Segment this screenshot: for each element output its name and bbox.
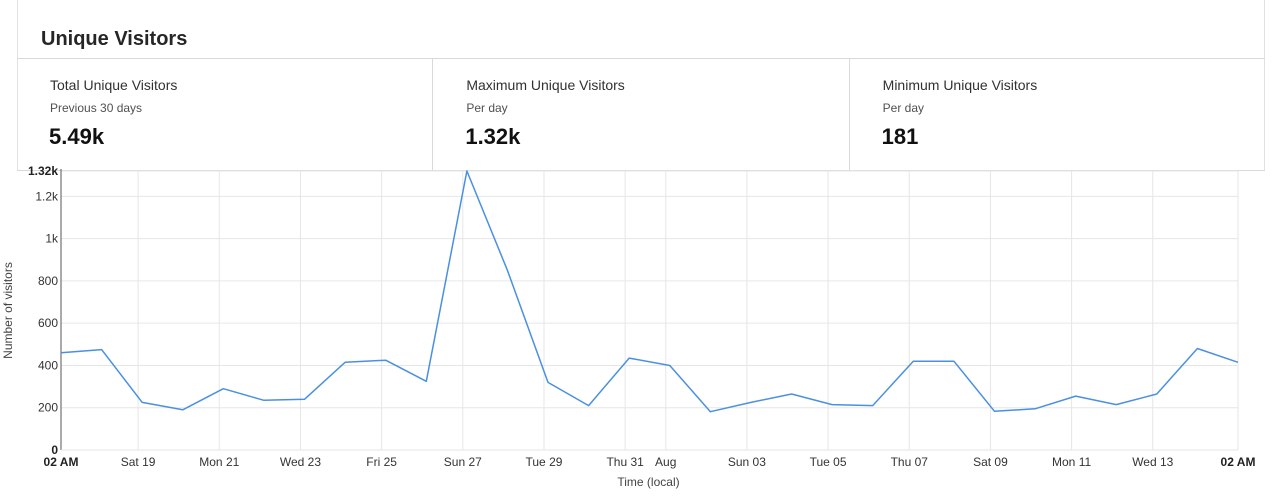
tile-label: Minimum Unique Visitors <box>882 77 1038 93</box>
data-point <box>951 358 957 364</box>
tile-sublabel: Per day <box>882 101 925 115</box>
series-line <box>60 170 1239 413</box>
tile-label: Total Unique Visitors <box>50 77 178 93</box>
x-axis-title: Time (local) <box>617 475 679 489</box>
data-point <box>1235 359 1241 365</box>
data-point <box>383 357 389 363</box>
tile-value: 5.49k <box>49 124 105 149</box>
tile-sublabel: Per day <box>466 101 508 115</box>
tile-min-visitors[interactable]: Minimum Unique Visitors Per day 181 <box>850 59 1265 170</box>
y-tick-label: 600 <box>38 316 58 330</box>
data-point <box>626 355 632 361</box>
tile-label: Maximum Unique Visitors <box>466 77 625 93</box>
data-point <box>342 359 348 365</box>
tile-total-visitors[interactable]: Total Unique Visitors Previous 30 days 5… <box>17 59 434 170</box>
x-tick-label: Sun 03 <box>728 455 766 469</box>
x-tick-label: Wed 13 <box>1132 455 1173 469</box>
data-point <box>220 386 226 392</box>
tile-max-visitors[interactable]: Maximum Unique Visitors Per day 1.32k <box>433 59 850 170</box>
data-point <box>586 403 592 409</box>
data-point <box>1032 406 1038 412</box>
data-point <box>1194 346 1200 352</box>
data-point <box>1154 391 1160 397</box>
y-axis-title: Number of visitors <box>1 262 15 359</box>
data-point <box>870 403 876 409</box>
tile-value: 1.32k <box>465 124 521 149</box>
data-point <box>58 350 64 356</box>
data-point <box>1073 393 1079 399</box>
y-tick-label: 400 <box>38 358 58 372</box>
x-tick-label: 02 AM <box>1221 455 1256 469</box>
page-title: Unique Visitors <box>41 28 188 50</box>
y-tick-label: 0 <box>51 443 58 457</box>
x-tick-label: Sun 27 <box>444 455 482 469</box>
y-tick-label: 200 <box>38 401 58 415</box>
x-tick-label: Mon 21 <box>199 455 239 469</box>
y-tick-label: 1.32k <box>28 164 58 178</box>
data-point <box>302 396 308 402</box>
summary-tiles: Total Unique Visitors Previous 30 days 5… <box>17 58 1265 171</box>
tile-value: 181 <box>881 124 919 149</box>
data-point <box>99 347 105 353</box>
x-tick-label: 02 AM <box>44 455 79 469</box>
data-point <box>261 397 267 403</box>
x-tick-label: Sat 19 <box>121 455 156 469</box>
x-tick-label: Wed 23 <box>280 455 321 469</box>
data-point <box>545 379 551 385</box>
data-point <box>464 168 470 174</box>
data-point <box>991 408 997 414</box>
panel-border-right <box>1264 0 1265 170</box>
data-point <box>748 399 754 405</box>
y-tick-label: 800 <box>38 274 58 288</box>
tile-sublabel: Previous 30 days <box>50 101 143 115</box>
x-tick-label: Fri 25 <box>366 455 397 469</box>
x-tick-label: Thu 31 <box>606 455 644 469</box>
data-point <box>504 267 510 273</box>
y-tick-label: 1k <box>45 232 59 246</box>
data-point <box>180 407 186 413</box>
data-point <box>910 358 916 364</box>
data-point <box>829 402 835 408</box>
panel-border-left <box>17 0 18 170</box>
x-tick-label: Sat 09 <box>973 455 1008 469</box>
x-tick-label: Tue 05 <box>810 455 847 469</box>
x-tick-label: Tue 29 <box>526 455 563 469</box>
y-tick-label: 1.2k <box>35 189 59 203</box>
data-point <box>707 409 713 415</box>
x-tick-label: Mon 11 <box>1052 455 1091 469</box>
data-point <box>1113 402 1119 408</box>
data-point <box>423 378 429 384</box>
data-point <box>789 391 795 397</box>
x-tick-label: Thu 07 <box>891 455 929 469</box>
data-point <box>139 399 145 405</box>
data-point <box>667 362 673 368</box>
x-tick-label: Aug <box>655 455 676 469</box>
